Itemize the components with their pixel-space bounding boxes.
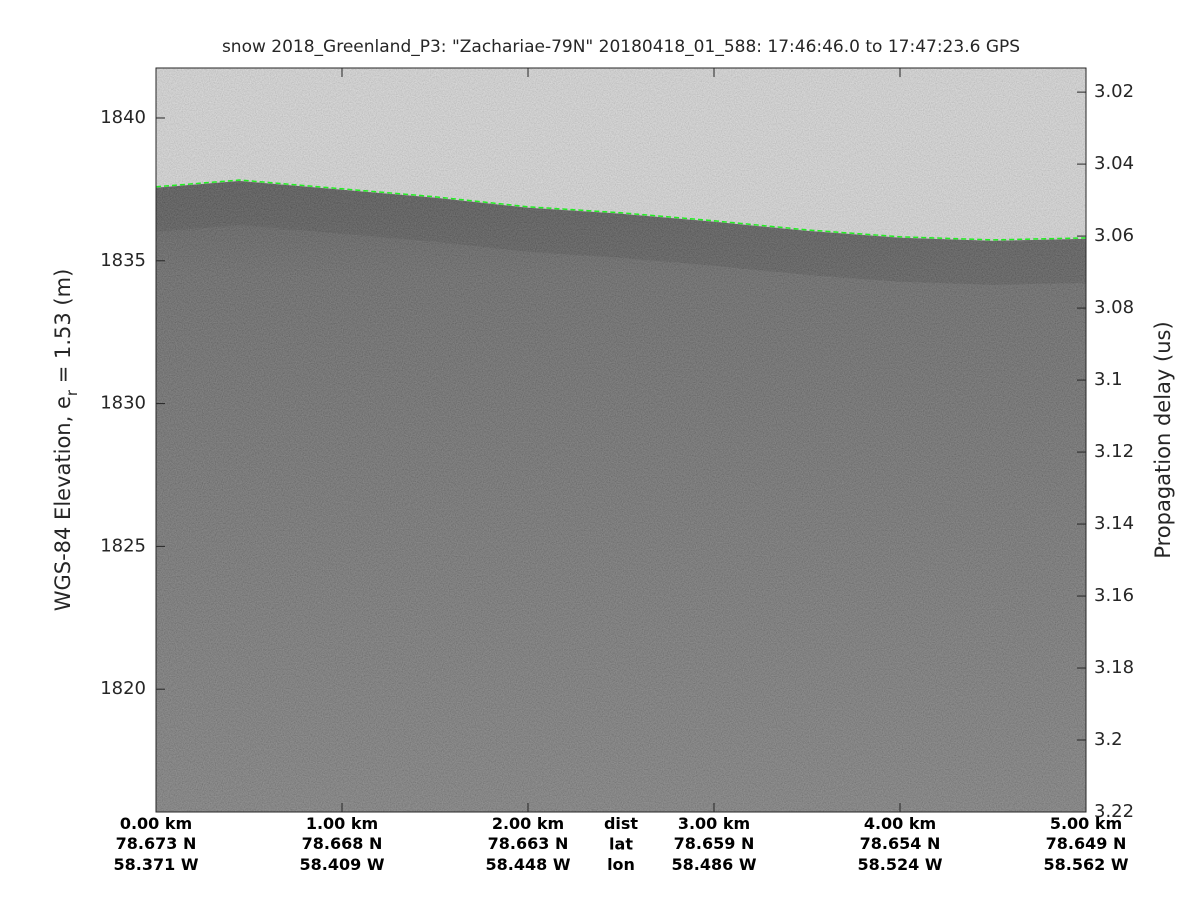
y2-tick-label: 3.2: [1094, 729, 1123, 750]
chart-title: snow 2018_Greenland_P3: "Zachariae-79N" …: [222, 37, 1020, 57]
y2-tick-label: 3.14: [1094, 513, 1134, 534]
y-tick-label: 1835: [100, 250, 146, 271]
surface-line: [156, 179, 1086, 241]
y-tick-label: 1830: [100, 393, 146, 414]
y-tick-label: 1825: [100, 535, 146, 556]
echogram-noise: [156, 68, 1086, 812]
plot-area: [156, 68, 1086, 812]
x-tick-lat: 78.649 N: [1046, 834, 1127, 853]
y2-tick-label: 3.18: [1094, 657, 1134, 678]
x-tick-label: 1.00 km: [306, 814, 378, 833]
y-axis-label-suffix: = 1.53 (m): [51, 269, 75, 390]
x-tick-label: 2.00 km: [492, 814, 564, 833]
x-tick-label: 4.00 km: [864, 814, 936, 833]
x-tick-label: 5.00 km: [1050, 814, 1122, 833]
x-row-name: dist: [604, 814, 638, 833]
x-tick-lat: 78.668 N: [302, 834, 383, 853]
y-tick-label: 1840: [100, 107, 146, 128]
y2-tick-label: 3.08: [1094, 297, 1134, 318]
y2-tick-label: 3.22: [1094, 801, 1134, 822]
y2-tick-label: 3.02: [1094, 81, 1134, 102]
x-tick-lat: 78.663 N: [488, 834, 569, 853]
y-tick-label: 1820: [100, 678, 146, 699]
y2-axis-label: Propagation delay (us): [1151, 321, 1175, 558]
x-tick-lon: 58.486 W: [672, 855, 757, 874]
y2-tick-label: 3.1: [1094, 369, 1123, 390]
y-axis-label-subscript: r: [63, 389, 81, 396]
x-tick-label: 0.00 km: [120, 814, 192, 833]
plot-frame: [155, 67, 1087, 813]
x-tick-lon: 58.524 W: [858, 855, 943, 874]
y2-tick-label: 3.16: [1094, 585, 1134, 606]
x-row-name: lon: [607, 855, 635, 874]
y2-tick-label: 3.06: [1094, 225, 1134, 246]
y2-tick-label: 3.12: [1094, 441, 1134, 462]
x-tick-lon: 58.562 W: [1044, 855, 1129, 874]
x-tick-lat: 78.673 N: [116, 834, 197, 853]
y2-tick-label: 3.04: [1094, 153, 1134, 174]
x-tick-lon: 58.409 W: [300, 855, 385, 874]
x-tick-lat: 78.659 N: [674, 834, 755, 853]
y-axis-label-text: WGS-84 Elevation, e: [51, 396, 75, 611]
x-tick-lat: 78.654 N: [860, 834, 941, 853]
x-row-name: lat: [609, 835, 633, 854]
x-tick-lon: 58.371 W: [114, 855, 199, 874]
x-tick-lon: 58.448 W: [486, 855, 571, 874]
y-axis-label: WGS-84 Elevation, er = 1.53 (m): [51, 269, 81, 612]
x-tick-label: 3.00 km: [678, 814, 750, 833]
